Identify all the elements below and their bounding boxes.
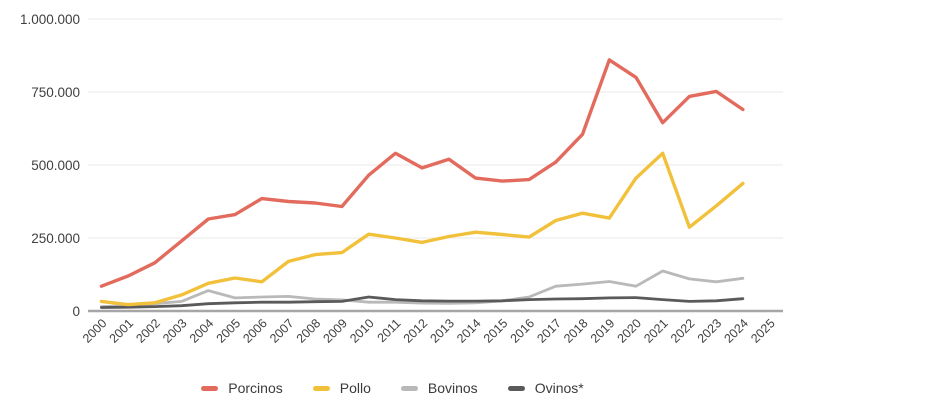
y-axis-label: 750.000: [31, 85, 80, 100]
x-axis-label: 2000: [80, 316, 110, 346]
chart-legend: Porcinos Pollo Bovinos Ovinos*: [0, 380, 785, 396]
x-axis-label: 2004: [187, 316, 217, 346]
x-axis-tick-2013: 2013: [427, 316, 457, 346]
x-axis-tick-2001: 2001: [107, 316, 137, 346]
x-axis-label: 2021: [641, 316, 671, 346]
x-axis-tick-2004: 2004: [187, 316, 217, 346]
x-axis-label: 2010: [347, 316, 377, 346]
x-axis-label: 2023: [695, 316, 725, 346]
x-axis-label: 2012: [401, 316, 431, 346]
x-axis-label: 2020: [615, 316, 645, 346]
legend-item-porcinos[interactable]: Porcinos: [201, 380, 283, 396]
x-axis-tick-2006: 2006: [240, 316, 270, 346]
x-axis-tick-2008: 2008: [294, 316, 324, 346]
x-axis-label: 2003: [160, 316, 190, 346]
legend-label: Ovinos*: [534, 380, 584, 396]
x-axis-label: 2002: [133, 316, 163, 346]
x-axis-label: 2013: [427, 316, 457, 346]
x-axis-label: 2014: [454, 316, 484, 346]
legend-dash-icon: [312, 385, 330, 391]
legend-label: Bovinos: [427, 380, 478, 396]
legend-item-bovinos[interactable]: Bovinos: [400, 380, 478, 396]
legend-item-ovinos[interactable]: Ovinos*: [507, 380, 584, 396]
y-axis-label: 1.000.000: [20, 12, 80, 27]
series-line-bovinos: [100, 269, 745, 309]
x-axis-label: 2008: [294, 316, 324, 346]
legend-dash-icon: [507, 385, 525, 391]
x-axis-tick-2016: 2016: [508, 316, 538, 346]
legend-item-pollo[interactable]: Pollo: [312, 380, 371, 396]
x-axis-tick-2023: 2023: [695, 316, 725, 346]
x-axis-tick-2000: 2000: [80, 316, 110, 346]
x-axis-label: 2001: [107, 316, 137, 346]
x-axis-label: 2015: [481, 316, 511, 346]
x-axis-label: 2011: [375, 316, 404, 345]
x-axis-tick-2011: 2011: [375, 316, 404, 345]
x-axis-tick-2025: 2025: [748, 316, 778, 346]
x-axis-tick-2017: 2017: [534, 316, 564, 346]
series-line-ovinos: [100, 295, 745, 309]
x-axis-label: 2024: [721, 316, 751, 346]
x-axis-tick-2022: 2022: [668, 316, 698, 346]
series-line-pollo: [99, 151, 745, 307]
x-axis-label: 2006: [240, 316, 270, 346]
y-axis-label: 500.000: [31, 158, 80, 173]
x-axis-label: 2016: [508, 316, 538, 346]
y-axis-label: 250.000: [31, 231, 80, 246]
x-axis-label: 2005: [214, 316, 244, 346]
x-axis-tick-2021: 2021: [641, 316, 671, 346]
x-axis-tick-2010: 2010: [347, 316, 377, 346]
x-axis-label: 2009: [320, 316, 350, 346]
x-axis-label: 2025: [748, 316, 778, 346]
x-axis-label: 2022: [668, 316, 698, 346]
x-axis-tick-2020: 2020: [615, 316, 645, 346]
legend-label: Pollo: [339, 380, 371, 396]
legend-label: Porcinos: [228, 380, 283, 396]
x-axis-label: 2017: [534, 316, 564, 346]
x-axis-tick-2018: 2018: [561, 316, 591, 346]
x-axis-label: 2007: [267, 316, 297, 346]
x-axis-tick-2014: 2014: [454, 316, 484, 346]
legend-dash-icon: [201, 385, 219, 391]
x-axis-tick-2007: 2007: [267, 316, 297, 346]
x-axis-tick-2012: 2012: [401, 316, 431, 346]
x-axis-tick-2009: 2009: [320, 316, 350, 346]
legend-dash-icon: [400, 385, 418, 391]
series-line-porcinos: [99, 58, 745, 288]
x-axis-tick-2019: 2019: [588, 316, 618, 346]
x-axis-tick-2002: 2002: [133, 316, 163, 346]
x-axis-label: 2018: [561, 316, 591, 346]
x-axis-label: 2019: [588, 316, 618, 346]
x-axis-tick-2005: 2005: [214, 316, 244, 346]
y-axis-label: 0: [72, 304, 80, 319]
x-axis-tick-2003: 2003: [160, 316, 190, 346]
x-axis-tick-2024: 2024: [721, 316, 751, 346]
x-axis-tick-2015: 2015: [481, 316, 511, 346]
